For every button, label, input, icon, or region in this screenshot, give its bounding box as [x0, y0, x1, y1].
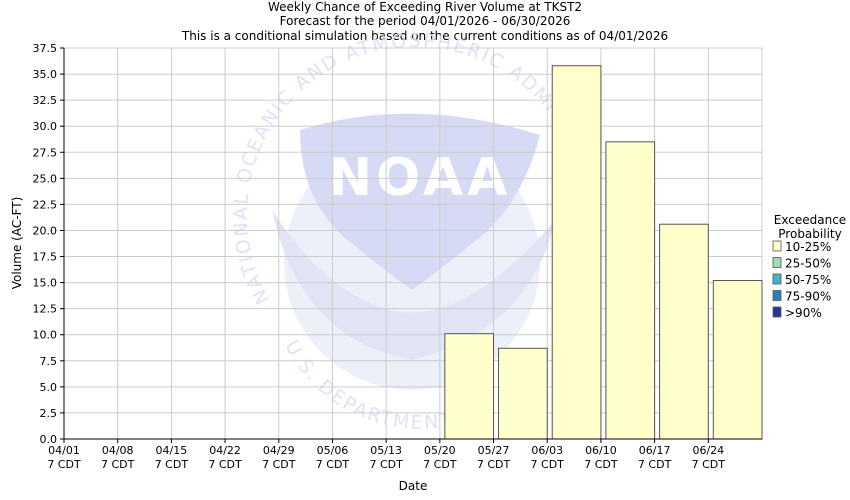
y-tick-label: 25.0 — [33, 172, 58, 185]
y-tick-label: 22.5 — [33, 198, 58, 211]
y-tick-label: 27.5 — [33, 146, 58, 159]
bar-06-17 — [659, 223, 709, 440]
legend-item-label: 25-50% — [785, 257, 831, 271]
noaa-logo-wave — [272, 210, 555, 360]
y-tick-label: 20.0 — [33, 224, 58, 237]
legend-title-line-1: Exceedance — [774, 213, 846, 227]
x-tick-sublabel: 7 CDT — [531, 458, 565, 471]
axes — [60, 47, 762, 443]
x-tick-sublabel: 7 CDT — [155, 458, 189, 471]
x-tick-label: 04/22 — [209, 444, 241, 457]
y-axis-label: Volume (AC-FT) — [10, 197, 24, 290]
y-tick-label: 10.0 — [33, 329, 58, 342]
x-tick-label: 05/13 — [370, 444, 402, 457]
noaa-logo-bird — [300, 113, 540, 291]
y-tick-label: 15.0 — [33, 277, 58, 290]
y-tick-label: 7.5 — [40, 355, 58, 368]
y-tick-label: 30.0 — [33, 120, 58, 133]
bar-05-20 — [444, 333, 495, 440]
bar-06-24 — [712, 280, 763, 440]
x-tick-sublabel: 7 CDT — [208, 458, 242, 471]
y-tick-label: 0.0 — [40, 433, 58, 446]
x-tick-label: 04/29 — [263, 444, 295, 457]
legend-swatch — [772, 257, 782, 268]
legend-swatch — [772, 273, 782, 285]
legend-swatch — [772, 240, 782, 252]
legend-item-label: >90% — [785, 306, 822, 320]
x-tick-sublabel: 7 CDT — [262, 458, 296, 471]
legend-title-line-2: Probability — [778, 227, 841, 241]
x-tick-sublabel: 7 CDT — [477, 458, 511, 471]
x-tick-sublabel: 7 CDT — [316, 458, 350, 471]
chart-title-line-2: Forecast for the period 04/01/2026 - 06/… — [280, 14, 571, 28]
y-tick-label: 5.0 — [40, 381, 58, 394]
legend-item-label: 75-90% — [785, 290, 831, 304]
x-tick-sublabel: 7 CDT — [101, 458, 135, 471]
x-tick-label: 06/03 — [531, 444, 563, 457]
legend-swatch — [772, 306, 782, 318]
chart-title-line-3: This is a conditional simulation based o… — [181, 29, 668, 43]
x-tick-sublabel: 7 CDT — [423, 458, 457, 471]
y-tick-label: 2.5 — [40, 407, 58, 420]
x-tick-sublabel: 7 CDT — [638, 458, 672, 471]
x-tick-label: 04/15 — [156, 444, 188, 457]
x-tick-sublabel: 7 CDT — [692, 458, 726, 471]
tick-labels: 0.0 2.5 5.0 7.5 10.0 12.5 15.0 17.5 20.0 22.5 25.0… — [33, 42, 726, 471]
x-tick-label: 06/24 — [692, 444, 724, 457]
bar-06-03 — [551, 65, 602, 440]
x-tick-label: 05/27 — [478, 444, 510, 457]
x-tick-sublabel: 7 CDT — [369, 458, 403, 471]
x-tick-sublabel: 7 CDT — [584, 458, 618, 471]
x-tick-label: 05/06 — [317, 444, 349, 457]
x-axis-label: Date — [399, 479, 428, 493]
y-tick-label: 12.5 — [33, 303, 58, 316]
y-tick-label: 37.5 — [33, 42, 58, 55]
x-tick-sublabel: 7 CDT — [47, 458, 81, 471]
bar-06-10 — [605, 141, 656, 440]
x-tick-label: 04/08 — [102, 444, 134, 457]
y-tick-label: 32.5 — [33, 94, 58, 107]
y-tick-label: 17.5 — [33, 251, 58, 264]
x-tick-label: 05/20 — [424, 444, 456, 457]
x-tick-label: 06/17 — [639, 444, 671, 457]
legend-item-label: 10-25% — [785, 240, 831, 254]
bar-05-27 — [498, 347, 548, 440]
y-tick-label: 35.0 — [33, 68, 58, 81]
chart-title-line-1: Weekly Chance of Exceeding River Volume … — [268, 0, 582, 14]
legend-swatch — [772, 290, 782, 301]
legend: Exceedance Probability 10-25% 25-50% 50-75… — [772, 213, 846, 320]
legend-item-label: 50-75% — [785, 273, 831, 287]
x-tick-label: 04/01 — [48, 444, 80, 457]
x-tick-label: 06/10 — [585, 444, 617, 457]
